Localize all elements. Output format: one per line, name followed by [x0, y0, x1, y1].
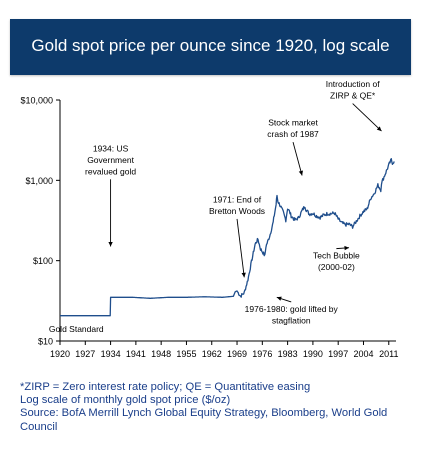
x-tick-label: 1941	[126, 349, 146, 359]
x-tick-label: 2004	[353, 349, 373, 359]
y-tick-label: $100	[33, 256, 53, 266]
annotation-text: Bretton Woods	[209, 206, 265, 216]
annotation-arrowhead	[276, 296, 282, 301]
annotation-arrow-line	[236, 218, 245, 278]
annotation-text: Tech Bubble	[313, 251, 360, 261]
y-tick-label: $1,000	[25, 176, 53, 186]
annotation-text: Stock market	[268, 118, 318, 128]
x-tick-label: 1976	[252, 349, 272, 359]
x-tick-label: 1962	[202, 349, 222, 359]
footnote-scale: Log scale of monthly gold spot price ($/…	[20, 394, 231, 407]
annotation-text: Government	[87, 155, 134, 165]
annotation-text: Gold Standard	[49, 324, 104, 334]
annotation-text: stagflation	[272, 315, 311, 325]
x-tick-label: 1955	[176, 349, 196, 359]
annotation-text: 1971: End of	[213, 194, 262, 204]
x-tick-label: 1969	[227, 349, 247, 359]
x-tick-label: 1927	[75, 349, 95, 359]
annotation-arrow-line	[352, 103, 382, 132]
annotation-arrowhead	[344, 245, 350, 251]
annotation-arrow-line	[292, 141, 303, 176]
x-tick-label: 1934	[101, 349, 121, 359]
annotation-text: (2000-02)	[318, 262, 355, 272]
annotation-arrowhead	[241, 272, 246, 278]
annotation-text: crash of 1987	[267, 129, 319, 139]
x-tick-label: 2011	[379, 349, 398, 359]
annotation-arrowhead	[376, 126, 382, 132]
footnote-source: Source: BofA Merrill Lynch Global Equity…	[20, 407, 388, 433]
annotation-text: 1976-1980: gold lifted by	[245, 304, 339, 314]
annotation-text: 1934: US	[93, 143, 129, 153]
annotation-arrowhead	[298, 170, 303, 176]
series-line	[59, 158, 395, 317]
y-tick-label: $10,000	[20, 96, 53, 106]
x-tick-label: 1997	[328, 349, 348, 359]
annotation-arrowhead	[108, 242, 113, 247]
footnotes: *ZIRP = Zero interest rate policy; QE = …	[20, 381, 412, 434]
annotation-text: revalued gold	[85, 166, 136, 176]
x-tick-label: 1948	[151, 349, 171, 359]
title-banner: Gold spot price per ounce since 1920, lo…	[10, 19, 411, 75]
x-tick-label: 1990	[303, 349, 323, 359]
y-tick-label: $10	[38, 337, 53, 347]
x-tick-label: 1920	[50, 349, 70, 359]
x-tick-label: 1983	[278, 349, 298, 359]
footnote-zirp: *ZIRP = Zero interest rate policy; QE = …	[20, 381, 311, 393]
annotation-text: Introduction of	[326, 79, 381, 89]
annotation-text: ZIRP & QE*	[330, 91, 376, 101]
chart-title: Gold spot price per ounce since 1920, lo…	[31, 36, 390, 55]
